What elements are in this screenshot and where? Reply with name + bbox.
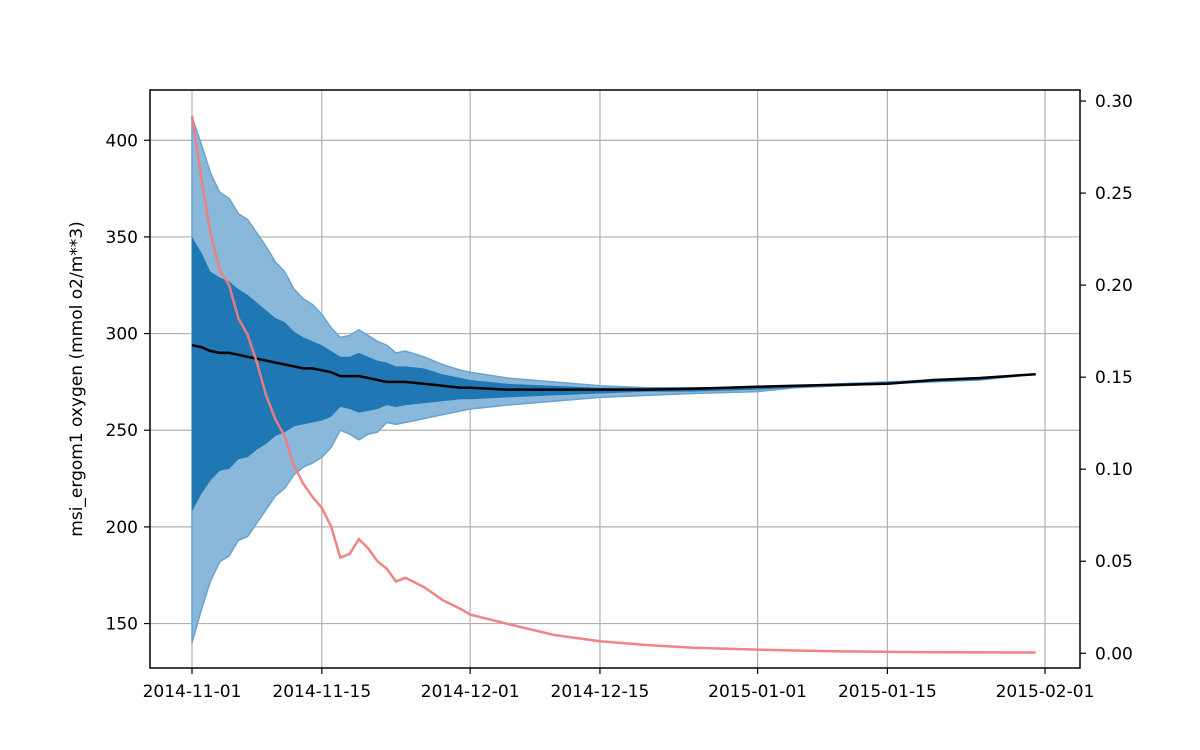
x-tick-label: 2015-01-01 [708, 682, 807, 702]
plot-frame [149, 89, 1081, 669]
y-tick-label-left: 350 [106, 228, 138, 248]
y-tick-label-left: 300 [106, 325, 138, 345]
spread-line [190, 115, 1036, 654]
mean-line [191, 343, 1036, 391]
y-axis-label: msi_ergom1 oxygen (mmol o2/m**3) [67, 221, 87, 536]
x-tick-label: 2014-12-15 [551, 682, 650, 702]
y-tick-label-right: 0.15 [1095, 368, 1133, 388]
lines [190, 115, 1036, 654]
x-tick-label: 2014-12-01 [421, 682, 520, 702]
y-tick-label-right: 0.00 [1095, 644, 1133, 664]
x-tick-label: 2014-11-15 [272, 682, 371, 702]
y-tick-label-right: 0.20 [1095, 276, 1133, 296]
y-tick-label-left: 150 [106, 615, 138, 635]
inner-band [192, 236, 1036, 512]
y-tick-label-right: 0.30 [1095, 92, 1133, 112]
y-axis-right: 0.00 0.05 0.10 0.15 0.20 0.25 0.30 [1080, 92, 1133, 664]
y-tick-label-right: 0.25 [1095, 184, 1133, 204]
y-axis-left: 150 200 250 300 350 400 [106, 131, 150, 635]
y-tick-label-right: 0.05 [1095, 552, 1133, 572]
y-tick-label-right: 0.10 [1095, 460, 1133, 480]
y-tick-label-left: 400 [106, 131, 138, 151]
x-tick-label: 2015-02-01 [996, 682, 1095, 702]
x-axis: 2014-11-01 2014-11-15 2014-12-01 2014-12-15… [143, 668, 1095, 702]
y-tick-label-left: 250 [106, 421, 138, 441]
x-tick-label: 2015-01-15 [838, 682, 937, 702]
y-tick-label-left: 200 [106, 518, 138, 538]
x-tick-label: 2014-11-01 [143, 682, 242, 702]
